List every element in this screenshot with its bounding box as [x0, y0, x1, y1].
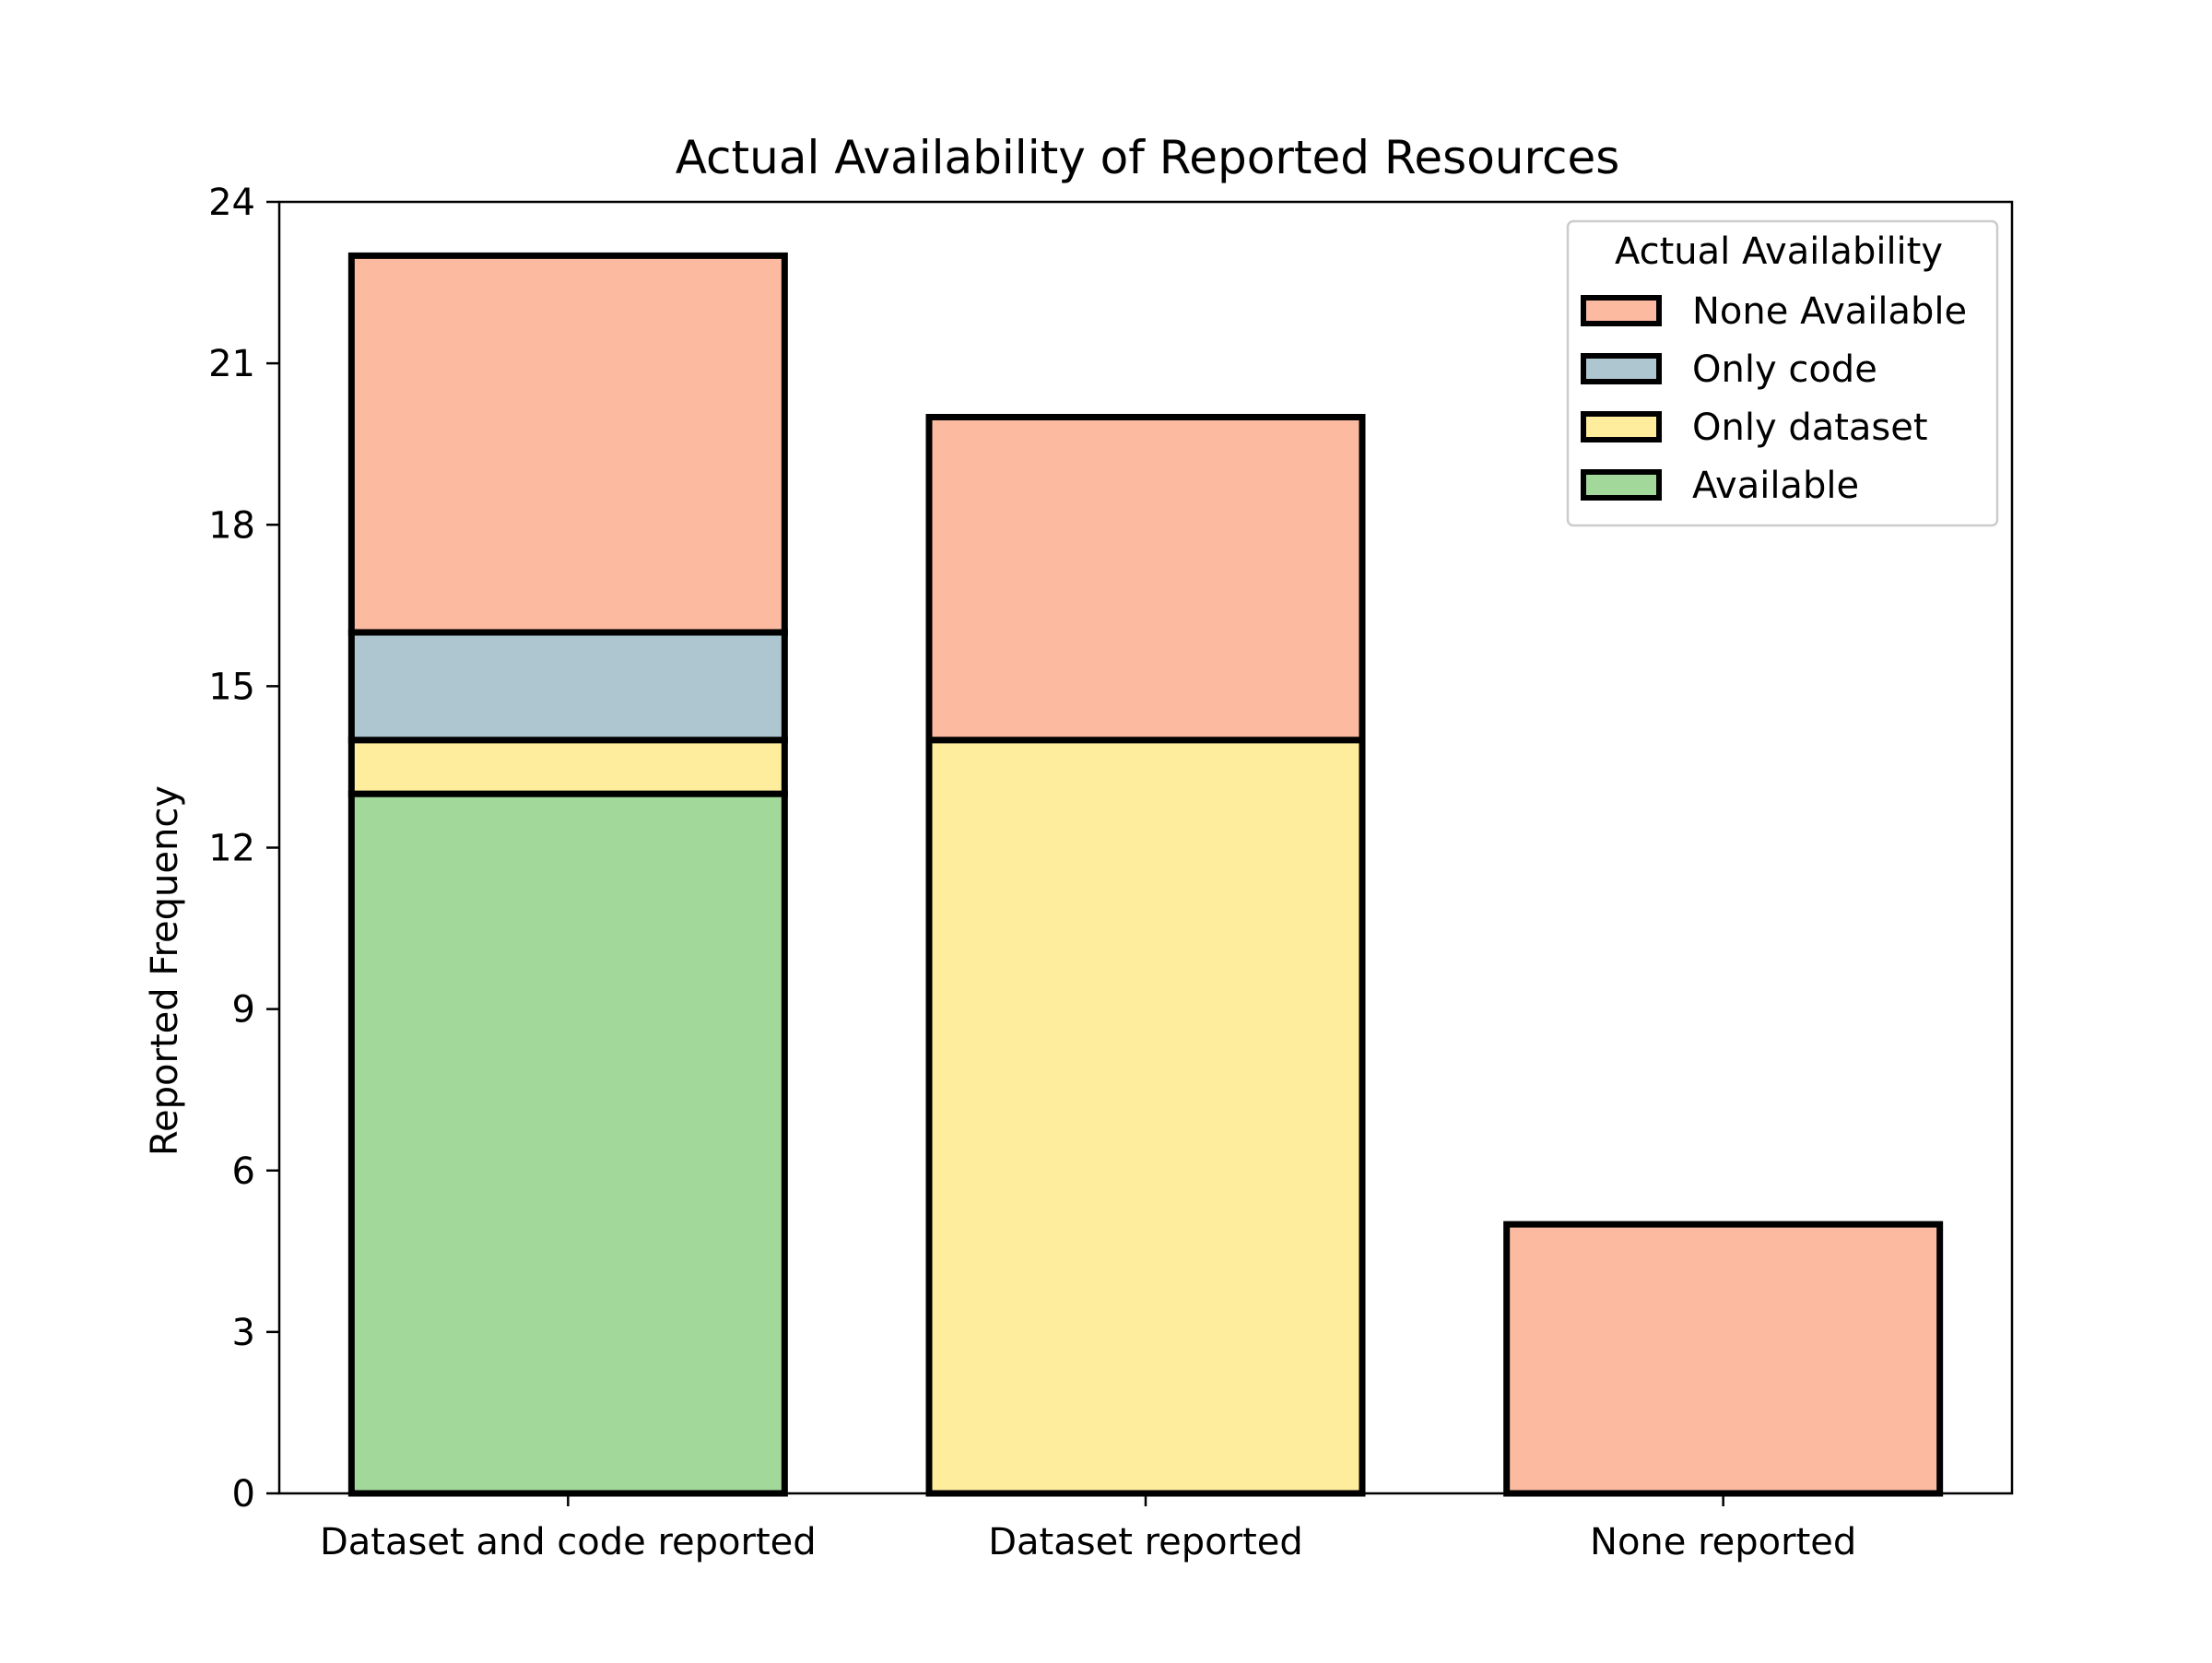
bars-layer	[347, 252, 1944, 1497]
legend-swatch	[1581, 411, 1662, 442]
y-tick-label: 24	[208, 182, 255, 224]
legend-swatch	[1581, 469, 1662, 501]
legend-swatch	[1581, 295, 1662, 326]
bar-segment	[347, 790, 788, 1497]
chart-title: Actual Availability of Reported Resource…	[676, 131, 1620, 184]
legend: Actual Availability None Available Only c…	[1566, 219, 1999, 527]
bar-segment	[347, 252, 788, 636]
legend-entry-label: None Available	[1692, 290, 1967, 333]
x-tick-label: Dataset and code reported	[320, 1521, 817, 1563]
legend-swatch	[1581, 353, 1662, 384]
bar-segment	[1503, 1221, 1944, 1497]
bar-segment	[347, 629, 788, 744]
y-tick-label: 9	[232, 989, 255, 1032]
y-tick-label: 6	[232, 1150, 255, 1193]
bar-segment	[925, 414, 1366, 744]
y-tick-label: 0	[232, 1473, 255, 1516]
x-tick-label: Dataset reported	[988, 1521, 1303, 1563]
legend-entry-label: Available	[1692, 465, 1859, 507]
y-tick-label: 15	[208, 666, 255, 708]
legend-entry-label: Only code	[1692, 348, 1877, 391]
axes-layer: Dataset and code reported Dataset reporte…	[208, 182, 2014, 1563]
plot-frame	[277, 200, 2014, 1495]
y-tick-label: 18	[208, 504, 255, 547]
legend-frame	[1566, 219, 1999, 527]
y-tick-label: 21	[208, 343, 255, 385]
legend-entry-label: Only dataset	[1692, 407, 1928, 449]
y-tick-label: 12	[208, 828, 255, 870]
y-axis-label: Reported Frequency	[144, 785, 186, 1156]
y-tick-label: 3	[232, 1312, 255, 1354]
legend-title: Actual Availability	[1615, 230, 1943, 273]
bar-segment	[347, 737, 788, 797]
x-tick-label: None reported	[1590, 1521, 1856, 1563]
bar-segment	[925, 737, 1366, 1497]
